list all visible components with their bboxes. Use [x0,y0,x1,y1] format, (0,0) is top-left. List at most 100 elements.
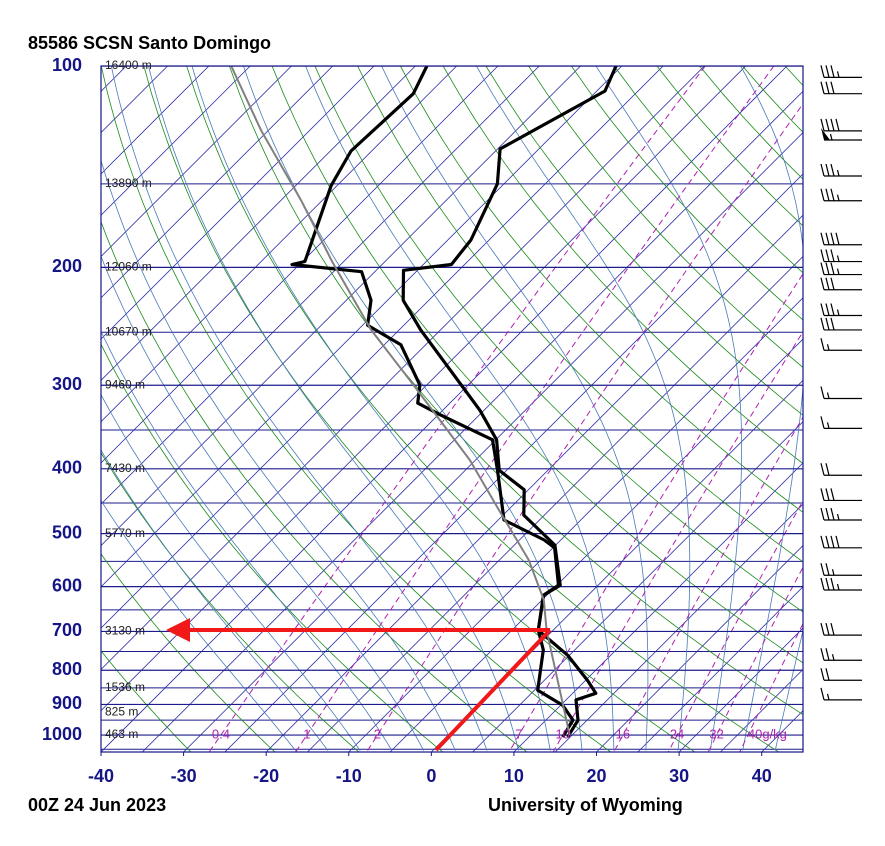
barb-feather [825,249,830,262]
barb-feather [830,303,835,316]
barb-feather [820,416,825,429]
x-tick-label: 10 [504,766,524,786]
date-label: 00Z 24 Jun 2023 [28,795,166,815]
wind-barb [820,416,862,429]
x-tick-label: -40 [88,766,114,786]
barb-feather [825,262,830,275]
barb-feather [820,668,825,681]
isotherm [307,255,803,752]
barb-feather [820,232,825,245]
isotherm [389,338,803,752]
barb-half [826,422,830,429]
barb-half [836,309,840,316]
barb-feather [820,386,825,399]
barb-feather [820,118,825,131]
isotherm [472,421,803,752]
height-label: 13890 m [105,176,152,190]
barb-feather [835,118,840,131]
height-label: 10670 m [105,324,152,338]
isotherm [101,66,375,340]
barb-feather [830,81,835,94]
moist-adiabat [595,66,742,751]
mixing-ratio-label: 2 [374,727,381,742]
y-tick-label: 800 [52,659,82,679]
barb-feather [820,463,825,476]
isotherm [101,66,788,752]
barb-feather [820,303,825,316]
barb-feather [825,317,830,331]
barb-feather [820,65,825,78]
x-tick-label: 40 [752,766,772,786]
barb-half [831,654,835,661]
height-label: 9460 m [105,377,145,391]
wind-barb [820,648,862,661]
dry-adiabat [528,66,803,368]
barb-feather [830,188,835,201]
moist-adiabat [101,330,393,751]
y-tick-label: 300 [52,374,82,394]
height-label: 3130 m [105,624,145,638]
barb-half [836,194,840,201]
isotherm [637,586,803,752]
barb-feather [825,488,830,501]
mixing-ratio-label: 1 [303,727,310,742]
barb-feather [820,317,825,331]
y-tick-label: 600 [52,575,82,595]
barb-feather [835,535,840,548]
y-tick-label: 900 [52,693,82,713]
barb-feather [825,232,830,245]
barb-half [829,133,833,141]
isotherm [101,66,705,670]
barb-feather [820,563,825,576]
mixing-ratio-label: 16 [616,727,630,742]
barb-feather [825,277,830,290]
barb-half [836,268,840,275]
barb-half [826,392,830,399]
moist-adiabat [110,66,488,751]
y-tick-label: 1000 [42,724,82,744]
wind-barb [820,163,862,177]
barb-pennant [821,127,830,140]
red-arrows [166,618,552,752]
barb-feather [820,507,825,521]
wind-barb [820,577,862,591]
barb-feather [825,81,830,94]
isotherm [183,132,803,752]
barb-feather [835,232,840,245]
mixing-ratio-line [208,66,706,752]
moist-adiabat [740,66,803,751]
dry-adiabat [314,66,803,613]
wind-barb [820,463,862,476]
barb-feather [825,668,830,681]
height-label: 463 m [105,727,138,741]
barb-half [826,693,830,701]
barb-feather [820,262,825,275]
profile-line [401,66,618,738]
barb-feather [825,563,830,576]
barb-feather [825,188,830,201]
barb-feather [820,188,825,201]
chart-title: 85586 SCSN Santo Domingo [28,33,271,53]
barb-half [836,583,840,591]
y-tick-label: 200 [52,256,82,276]
mixing-ratio-line [667,499,803,752]
plot-area [101,66,803,752]
barb-feather [830,317,835,331]
wind-barb [820,277,862,291]
barb-feather [830,249,835,262]
height-label: 12060 m [105,260,152,274]
x-tick-label: 20 [587,766,607,786]
x-tick-label: 0 [426,766,436,786]
moist-adiabat [101,255,425,751]
isotherm [554,503,803,752]
barb-feather [825,535,830,548]
barb-feather [825,303,830,316]
moist-adiabat [148,66,519,751]
wind-barb [820,232,862,246]
dry-adiabat [400,66,803,513]
plot-frame [100,65,804,753]
isotherm [101,66,292,258]
moist-adiabat [101,449,329,751]
wind-barb [820,338,862,351]
wind-barb [820,668,862,681]
